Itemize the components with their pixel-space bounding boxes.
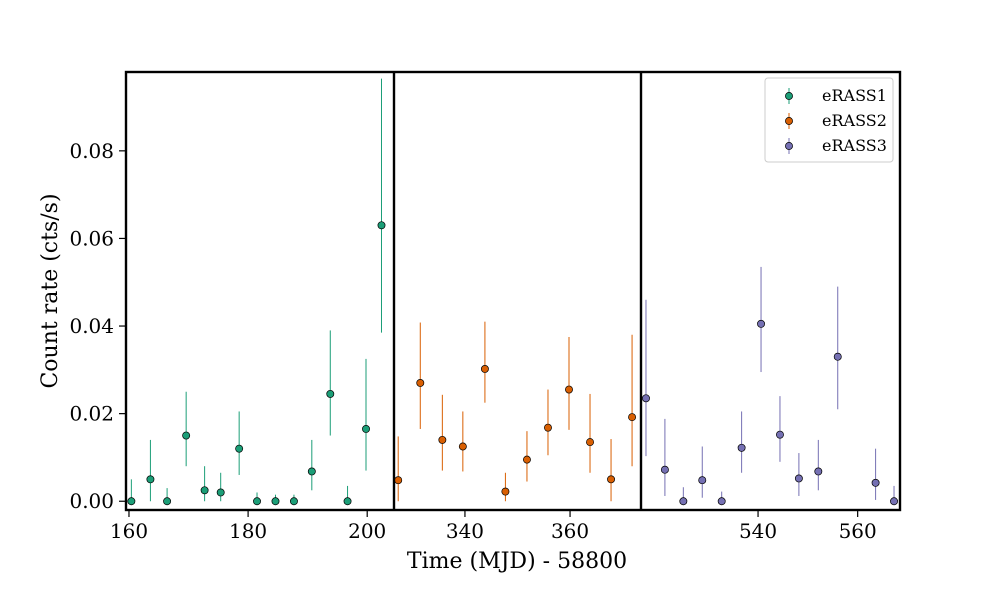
data-point (628, 413, 637, 422)
data-point (814, 467, 823, 476)
data-point (307, 467, 316, 476)
data-point (127, 497, 136, 506)
data-point (362, 425, 370, 433)
data-point (326, 389, 335, 398)
legend-label: eRASS3 (822, 136, 887, 155)
legend-label: eRASS1 (822, 86, 887, 105)
legend-box (764, 77, 894, 163)
x-tick-label: 340 (446, 519, 484, 543)
data-point (737, 443, 746, 452)
data-point (458, 442, 467, 451)
data-point (679, 497, 688, 506)
data-point (642, 394, 650, 403)
x-tick-label: 540 (739, 519, 777, 543)
data-point (776, 430, 784, 439)
data-point (394, 476, 403, 485)
x-tick-label: 180 (229, 519, 267, 543)
data-point (200, 486, 209, 495)
data-point (377, 221, 386, 230)
data-point (757, 319, 765, 328)
y-tick-label: 0.02 (69, 402, 114, 426)
data-point (586, 438, 594, 447)
data-point (182, 431, 191, 440)
data-point (216, 488, 225, 497)
data-point (660, 465, 669, 474)
data-point (416, 379, 425, 387)
x-tick-label: 360 (551, 519, 589, 543)
data-point (833, 352, 842, 361)
y-tick-label: 0.04 (69, 314, 114, 338)
data-point (289, 497, 298, 506)
data-point (698, 476, 707, 485)
x-tick-label: 560 (839, 519, 877, 543)
y-tick-label: 0.00 (69, 489, 114, 513)
data-point (871, 478, 880, 487)
data-point (271, 497, 280, 506)
x-tick-label: 160 (110, 519, 148, 543)
data-point (717, 497, 726, 506)
data-point (438, 435, 447, 444)
data-point (501, 487, 510, 496)
legend-marker (785, 117, 793, 125)
x-tick-label: 200 (348, 519, 386, 543)
data-point (343, 497, 352, 506)
data-point (565, 385, 573, 394)
data-point (253, 497, 261, 506)
data-point (235, 444, 244, 453)
data-point (523, 455, 531, 464)
y-tick-label: 0.08 (69, 139, 114, 163)
data-point (163, 497, 172, 506)
y-axis-label: Count rate (cts/s) (38, 193, 63, 388)
plot-frame (124, 70, 902, 512)
data-point (890, 497, 898, 506)
data-point (480, 365, 489, 373)
data-point (794, 474, 803, 483)
y-tick-label: 0.06 (69, 226, 114, 250)
data-point (544, 423, 552, 432)
data-point (607, 475, 615, 484)
x-axis-label: Time (MJD) - 58800 (407, 549, 627, 574)
legend-marker (785, 142, 793, 150)
data-point (146, 475, 155, 484)
legend-marker (785, 92, 793, 100)
legend-label: eRASS2 (822, 111, 887, 130)
